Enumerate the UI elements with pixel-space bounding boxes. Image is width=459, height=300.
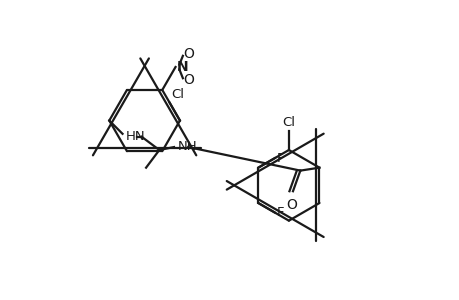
Text: F: F — [276, 206, 283, 219]
Text: O: O — [285, 198, 297, 212]
Text: Cl: Cl — [171, 88, 184, 101]
Text: F: F — [276, 152, 283, 165]
Text: Cl: Cl — [282, 116, 295, 128]
Text: O: O — [183, 47, 193, 61]
Text: HN: HN — [125, 130, 145, 143]
Text: NH: NH — [177, 140, 197, 153]
Text: O: O — [183, 73, 193, 87]
Text: N: N — [177, 60, 188, 74]
